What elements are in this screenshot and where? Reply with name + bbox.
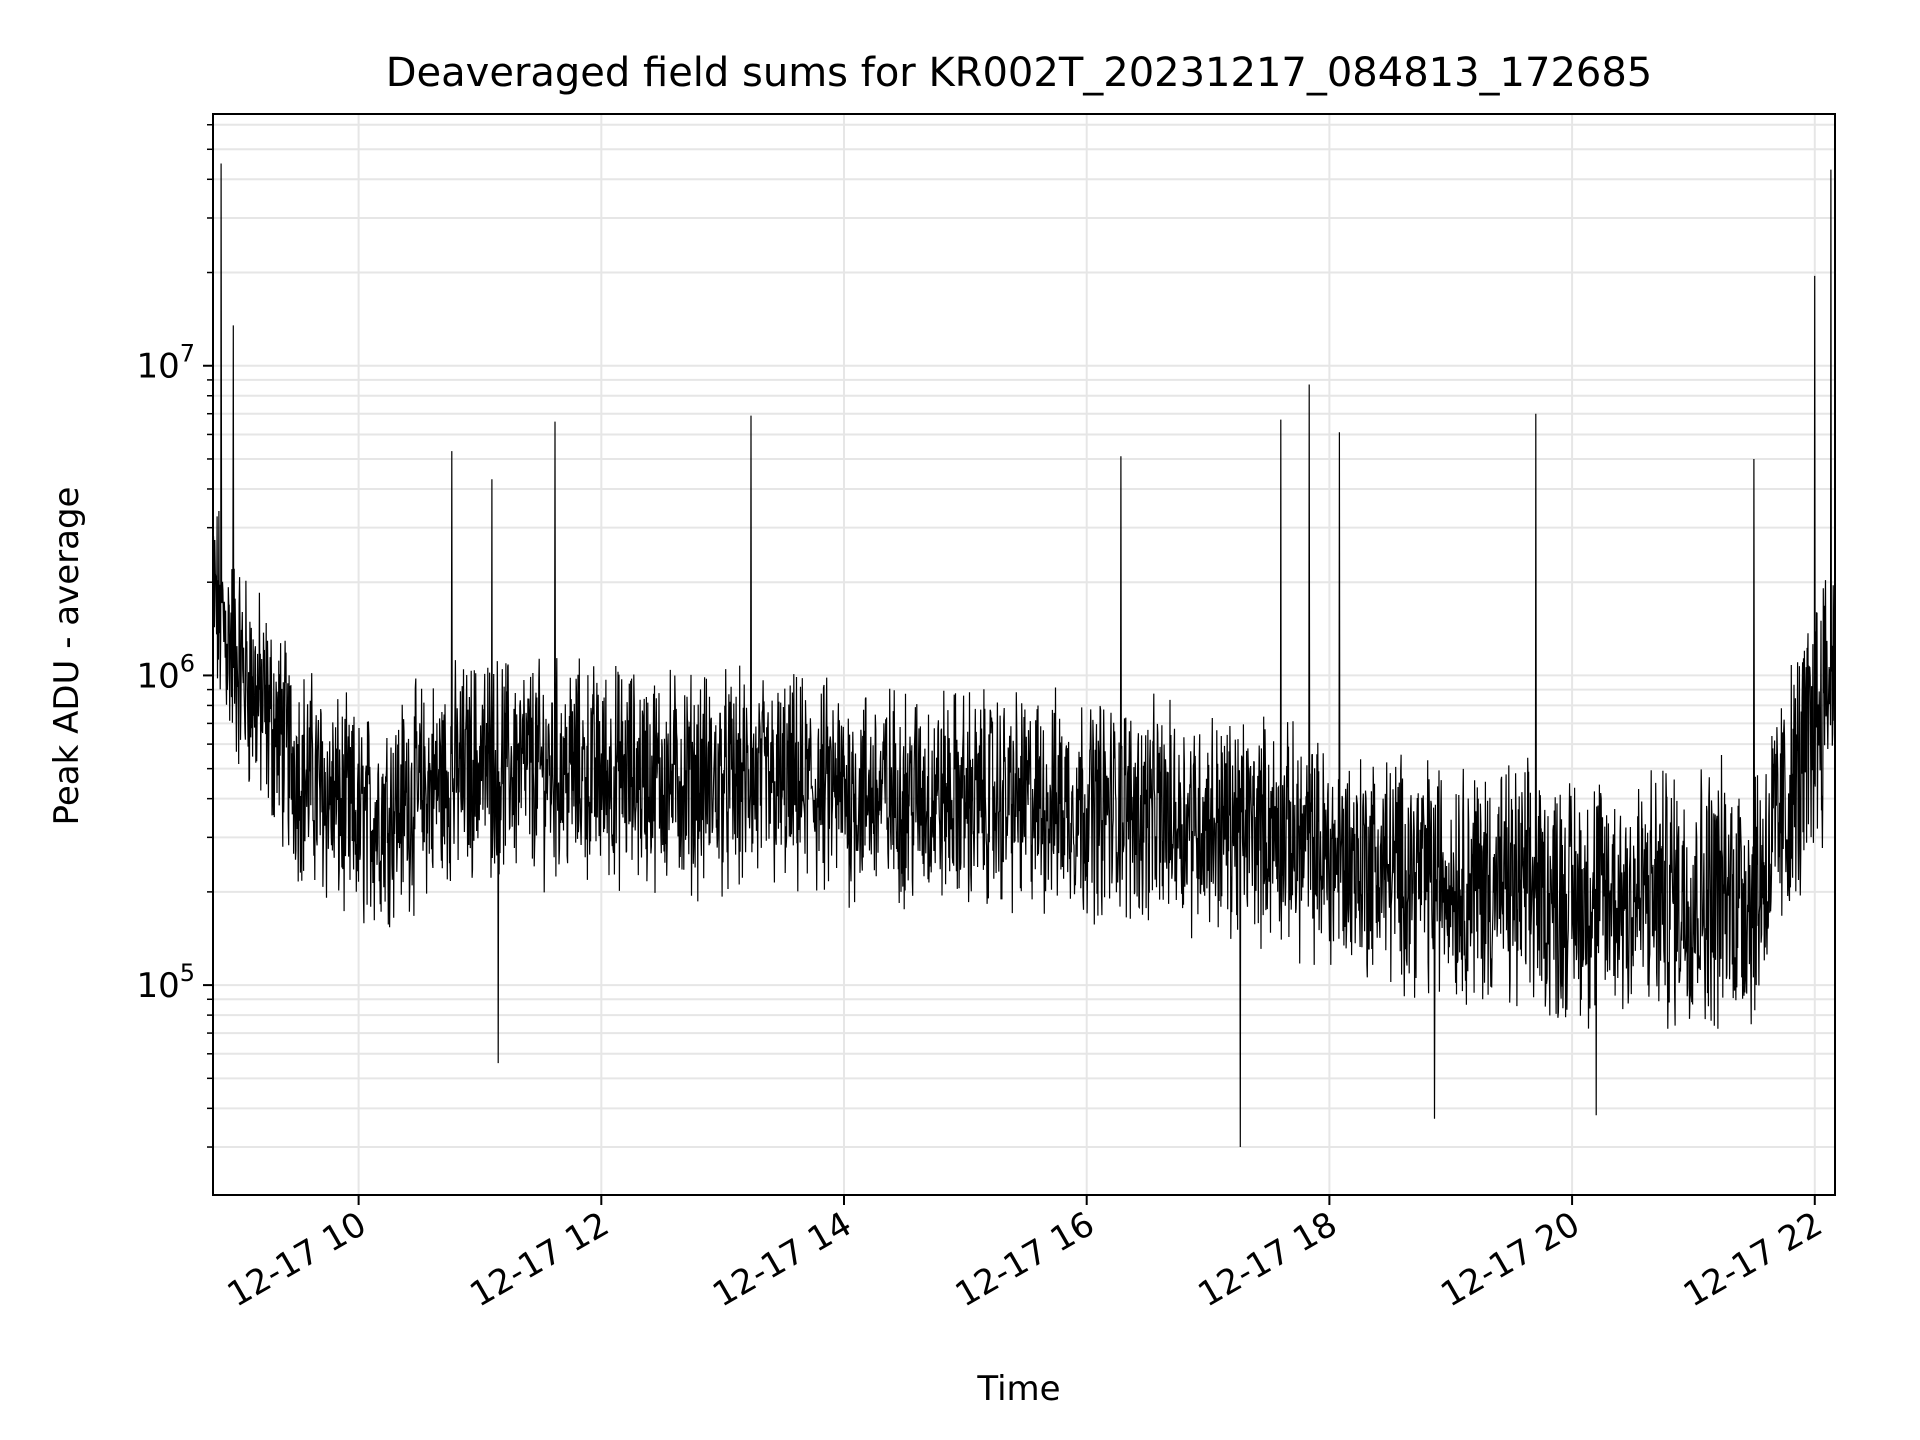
y-tick-label: 105 <box>136 959 195 1006</box>
plot-frame <box>212 113 1836 1196</box>
x-axis-label: Time <box>976 1369 1060 1409</box>
series-line <box>212 163 1836 1148</box>
y-axis: 105 106 107 <box>136 124 213 1148</box>
y-tick-label: 106 <box>136 649 195 696</box>
series-layer <box>212 163 1836 1148</box>
chart-title: Deaveraged field sums for KR002T_2023121… <box>386 50 1653 96</box>
y-axis-label: Peak ADU - average <box>47 487 87 826</box>
y-tick-label: 107 <box>136 340 195 387</box>
